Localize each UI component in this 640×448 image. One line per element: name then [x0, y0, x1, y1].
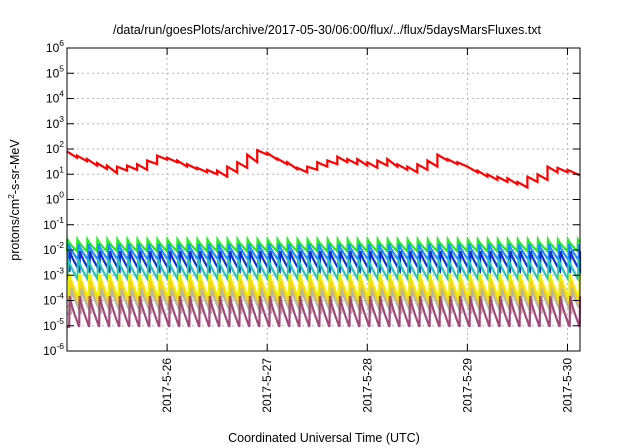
- y-tick-exponent: -6: [56, 341, 64, 351]
- x-axis-title: Coordinated Universal Time (UTC): [228, 431, 420, 445]
- y-tick-exponent: 5: [59, 63, 64, 73]
- y-tick-exponent: 3: [59, 114, 64, 124]
- chart-title: /data/run/goesPlots/archive/2017-05-30/0…: [113, 23, 542, 37]
- y-tick-exponent: -3: [56, 265, 64, 275]
- flux-band-series-3: [67, 250, 582, 275]
- y-tick-exponent: 1: [59, 164, 64, 174]
- y-axis-title-part1: protons/cm: [8, 199, 22, 261]
- y-tick-exponent: -2: [56, 240, 64, 250]
- flux-band-series-7: [67, 288, 580, 315]
- flux-band-series-4: [66, 258, 581, 284]
- x-tick-label: 2017-5-28: [360, 358, 374, 413]
- x-tick-label: 2017-5-26: [160, 358, 174, 413]
- y-tick-base: 10: [46, 41, 60, 55]
- y-tick-label: 102: [46, 139, 64, 156]
- flux-band-series-8: [67, 295, 582, 328]
- y-axis: 10610510410310210110010-110-210-310-410-…: [43, 38, 580, 358]
- y-tick-exponent: -1: [56, 215, 64, 225]
- flux-series-1: [66, 148, 581, 190]
- y-tick-label: 106: [46, 38, 64, 55]
- x-tick-label: 2017-5-30: [560, 358, 574, 413]
- y-tick-exponent: 0: [59, 190, 64, 200]
- y-tick-base: 10: [46, 142, 60, 156]
- y-tick-label: 10-1: [43, 215, 64, 232]
- y-tick-base: 10: [46, 117, 60, 131]
- y-tick-base: 10: [43, 294, 57, 308]
- y-tick-label: 101: [46, 164, 64, 181]
- y-tick-base: 10: [46, 167, 60, 181]
- y-axis-title-exponent: 2: [6, 194, 16, 199]
- y-tick-base: 10: [43, 243, 57, 257]
- y-tick-label: 100: [46, 190, 64, 207]
- y-tick-exponent: -4: [56, 291, 64, 301]
- y-tick-base: 10: [43, 319, 57, 333]
- y-tick-label: 104: [46, 89, 64, 106]
- y-tick-exponent: 2: [59, 139, 64, 149]
- flux-band-series-2: [67, 243, 581, 264]
- y-tick-exponent: 6: [59, 38, 64, 48]
- y-tick-label: 10-2: [43, 240, 64, 257]
- y-tick-base: 10: [43, 268, 57, 282]
- flux-band-series-1: [65, 235, 581, 254]
- y-tick-base: 10: [43, 218, 57, 232]
- flux-band-series-6: [67, 280, 581, 308]
- y-tick-label: 10-4: [43, 291, 64, 308]
- y-axis-title: protons/cm2-s-sr-MeV: [6, 139, 22, 261]
- x-tick-label: 2017-5-29: [460, 358, 474, 413]
- y-axis-title-part2: -s-sr-MeV: [8, 139, 22, 195]
- y-tick-base: 10: [43, 344, 57, 358]
- y-tick-label: 10-3: [43, 265, 64, 282]
- x-tick-label: 2017-5-27: [260, 358, 274, 413]
- y-tick-exponent: -5: [56, 316, 64, 326]
- y-tick-label: 105: [46, 63, 64, 80]
- chart-grid: [67, 48, 580, 351]
- series-layer: [65, 148, 582, 328]
- y-tick-exponent: 4: [59, 89, 64, 99]
- y-tick-base: 10: [46, 92, 60, 106]
- y-tick-label: 103: [46, 114, 64, 131]
- y-tick-base: 10: [46, 193, 60, 207]
- flux-band-series-5: [67, 273, 581, 300]
- y-tick-base: 10: [46, 66, 60, 80]
- y-tick-label: 10-5: [43, 316, 64, 333]
- x-axis: 2017-5-26 2017-5-27 2017-5-28 2017-5-29 2017…: [160, 48, 574, 413]
- y-tick-label: 10-6: [43, 341, 64, 358]
